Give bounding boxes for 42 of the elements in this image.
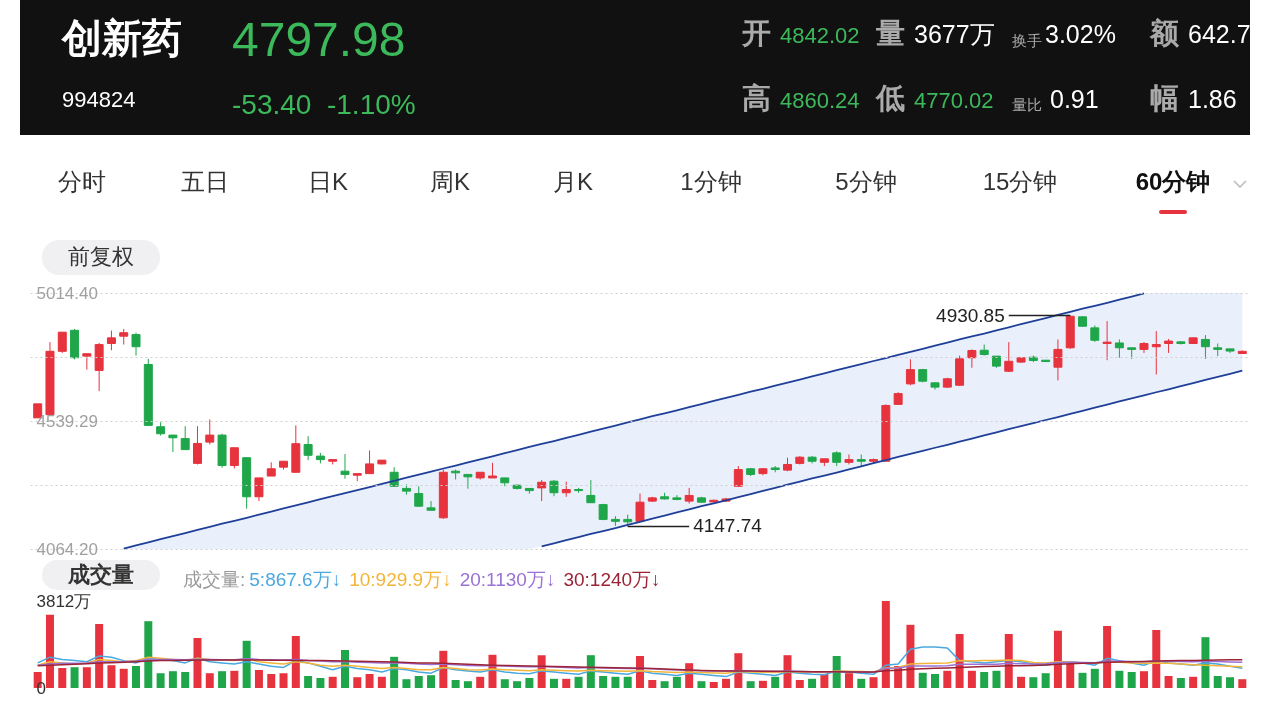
- text: 3.02%: [1045, 20, 1116, 49]
- text: 低: [876, 82, 905, 115]
- y-tick-label: 3812万: [36, 591, 92, 611]
- text: 1分钟: [679, 168, 743, 196]
- y-tick-label: 4064.20: [36, 539, 98, 559]
- text: 量比: [1012, 96, 1042, 114]
- text: 月K: [552, 168, 594, 196]
- text: 0.91: [1050, 85, 1099, 114]
- text: 30:1240万↓: [563, 569, 661, 590]
- text: 周K: [429, 168, 471, 196]
- text: 10:929.9万↓: [349, 569, 452, 590]
- text: 日K: [307, 168, 349, 196]
- text: 4770.02: [914, 88, 994, 114]
- y-tick-label: 0: [36, 678, 46, 698]
- text: 换手: [1012, 32, 1042, 50]
- text: 4797.98: [232, 13, 406, 67]
- text: 分时: [57, 168, 107, 196]
- text: 5:867.6万↓: [249, 569, 342, 590]
- legend-title: 成交量:: [183, 569, 246, 590]
- annotation: 4930.85: [936, 304, 1005, 326]
- text: 642.7: [1188, 20, 1251, 49]
- text: 4860.24: [780, 88, 860, 114]
- text: 1.86: [1188, 85, 1237, 114]
- y-tick-label: 5014.40: [36, 283, 98, 303]
- text: 幅: [1150, 82, 1179, 115]
- text: 20:1130万↓: [459, 569, 556, 590]
- text: 创新药: [62, 16, 182, 60]
- text: 高: [742, 82, 771, 115]
- text: 15分钟: [981, 168, 1059, 196]
- text: 量: [876, 17, 905, 50]
- annotation: 4147.74: [693, 515, 763, 537]
- text: 4842.02: [780, 23, 860, 49]
- text: -53.40 -1.10%: [232, 89, 416, 121]
- text: 5分钟: [834, 168, 898, 196]
- y-tick-label: 4539.29: [36, 411, 98, 431]
- text: 994824: [62, 87, 136, 113]
- text: 60分钟: [1134, 168, 1212, 196]
- text: 前复权: [67, 244, 135, 270]
- text: 开: [742, 17, 771, 50]
- text: 3677万: [914, 20, 995, 49]
- text: 额: [1150, 17, 1179, 50]
- text: 五日: [180, 168, 230, 196]
